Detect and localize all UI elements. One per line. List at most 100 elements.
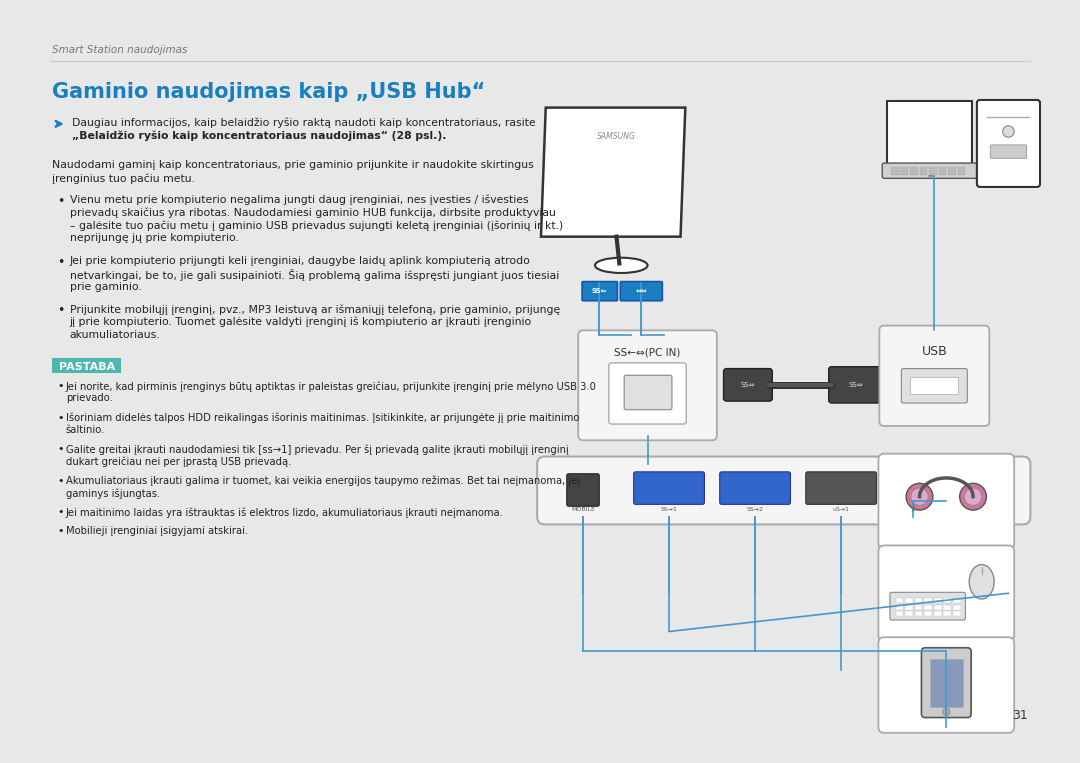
- Text: SS→1: SS→1: [661, 507, 677, 512]
- Bar: [901, 172, 908, 175]
- Text: prievadų skaičius yra ribotas. Naudodamiesi gaminio HUB funkcija, dirbsite produ: prievadų skaičius yra ribotas. Naudodami…: [69, 208, 555, 218]
- Bar: [953, 598, 960, 603]
- Text: – galėsite tuo pačiu metu į gaminio USB prievadus sujungti keletą įrenginiai (įš: – galėsite tuo pačiu metu į gaminio USB …: [69, 221, 563, 231]
- Text: gaminys išjungtas.: gaminys išjungtas.: [66, 488, 160, 498]
- Bar: [901, 167, 908, 169]
- FancyBboxPatch shape: [620, 282, 662, 301]
- FancyBboxPatch shape: [977, 100, 1040, 187]
- FancyBboxPatch shape: [578, 330, 717, 440]
- FancyBboxPatch shape: [806, 472, 877, 504]
- FancyBboxPatch shape: [624, 375, 672, 410]
- Text: SS→2: SS→2: [746, 507, 764, 512]
- FancyBboxPatch shape: [878, 454, 1014, 549]
- Text: Akumuliatoriaus įkrauti galima ir tuomet, kai veikia energijos taupymo režimas. : Akumuliatoriaus įkrauti galima ir tuomet…: [66, 475, 580, 486]
- Bar: [891, 169, 899, 172]
- Circle shape: [943, 708, 950, 716]
- Bar: [948, 169, 956, 172]
- Bar: [901, 169, 908, 172]
- Bar: [958, 172, 966, 175]
- Text: „Belaidžio ryšio kaip koncentratoriaus naudojimas“ (28 psl.).: „Belaidžio ryšio kaip koncentratoriaus n…: [71, 130, 446, 141]
- Bar: [939, 167, 946, 169]
- Text: Jei maitinimo laidas yra ištrauktas iš elektros lizdo, akumuliatoriaus įkrauti n: Jei maitinimo laidas yra ištrauktas iš e…: [66, 507, 503, 518]
- FancyBboxPatch shape: [567, 474, 599, 507]
- Bar: [934, 605, 942, 610]
- Text: 31: 31: [1012, 710, 1027, 723]
- Bar: [910, 167, 918, 169]
- Text: •: •: [57, 256, 65, 269]
- Circle shape: [901, 476, 926, 501]
- Circle shape: [964, 488, 982, 505]
- Text: šaltinio.: šaltinio.: [66, 425, 105, 435]
- Text: •: •: [57, 381, 64, 391]
- Bar: [944, 605, 951, 610]
- Text: ⇔⇔: ⇔⇔: [635, 288, 647, 295]
- Text: SS←⇔(PC IN): SS←⇔(PC IN): [615, 347, 680, 357]
- FancyBboxPatch shape: [878, 546, 1014, 641]
- Circle shape: [1002, 126, 1014, 137]
- FancyBboxPatch shape: [910, 377, 958, 394]
- Text: uS→1: uS→1: [833, 507, 850, 512]
- Bar: [905, 598, 913, 603]
- Bar: [915, 611, 922, 617]
- Text: •: •: [57, 304, 65, 317]
- Text: Smart Station naudojimas: Smart Station naudojimas: [53, 46, 188, 56]
- Bar: [929, 172, 936, 175]
- Text: •: •: [57, 507, 64, 517]
- Bar: [958, 167, 966, 169]
- FancyBboxPatch shape: [921, 648, 971, 717]
- FancyBboxPatch shape: [53, 358, 121, 373]
- Text: Daugiau informacijos, kaip belaidžio ryšio raktą naudoti kaip koncentratoriaus, : Daugiau informacijos, kaip belaidžio ryš…: [71, 118, 536, 127]
- Ellipse shape: [969, 565, 994, 599]
- Text: akumuliatoriaus.: akumuliatoriaus.: [69, 330, 160, 340]
- FancyBboxPatch shape: [930, 659, 962, 707]
- FancyBboxPatch shape: [878, 637, 1014, 732]
- FancyBboxPatch shape: [990, 145, 1027, 158]
- FancyBboxPatch shape: [719, 472, 791, 504]
- Bar: [891, 172, 899, 175]
- Text: Gaminio naudojimas kaip „USB Hub“: Gaminio naudojimas kaip „USB Hub“: [53, 82, 486, 101]
- Text: PASTABA: PASTABA: [58, 362, 114, 372]
- Bar: [939, 172, 946, 175]
- Text: Jei norite, kad pirminis įrenginys būtų aptiktas ir paleistas greičiau, prijunki: Jei norite, kad pirminis įrenginys būtų …: [66, 381, 596, 391]
- Text: Jei prie kompiuterio prijungti keli įrenginiai, daugybe laidų aplink kompiuterią: Jei prie kompiuterio prijungti keli įren…: [69, 256, 530, 266]
- Bar: [939, 169, 946, 172]
- Text: Naudodami gaminį kaip koncentratoriaus, prie gaminio prijunkite ir naudokite ski: Naudodami gaminį kaip koncentratoriaus, …: [53, 160, 535, 170]
- Text: Vienu metu prie kompiuterio negalima jungti daug įrenginiai, nes įvesties / išve: Vienu metu prie kompiuterio negalima jun…: [69, 195, 528, 205]
- Text: SAMSUNG: SAMSUNG: [597, 131, 636, 140]
- Bar: [953, 605, 960, 610]
- Text: Prijunkite mobilųjį įrenginį, pvz., MP3 leistuvą ar išmaniųjį telefoną, prie gam: Prijunkite mobilųjį įrenginį, pvz., MP3 …: [69, 304, 559, 314]
- Text: SS⇔: SS⇔: [740, 382, 755, 388]
- Bar: [953, 611, 960, 617]
- FancyBboxPatch shape: [882, 163, 977, 179]
- Bar: [948, 172, 956, 175]
- Bar: [891, 167, 899, 169]
- FancyBboxPatch shape: [609, 363, 686, 424]
- Circle shape: [910, 488, 928, 505]
- Text: Galite greitai įkrauti naudodamiesi tik [ss→1] prievadu. Per šį prievadą galite : Galite greitai įkrauti naudodamiesi tik …: [66, 444, 568, 455]
- Bar: [924, 598, 932, 603]
- Circle shape: [906, 483, 933, 510]
- Text: prie gaminio.: prie gaminio.: [69, 282, 141, 291]
- Bar: [944, 611, 951, 617]
- Bar: [924, 605, 932, 610]
- Text: dukart greičiau nei per įprastą USB prievadą.: dukart greičiau nei per įprastą USB prie…: [66, 456, 292, 467]
- FancyBboxPatch shape: [879, 326, 989, 426]
- Bar: [934, 598, 942, 603]
- Bar: [919, 167, 927, 169]
- Bar: [934, 611, 942, 617]
- FancyBboxPatch shape: [724, 369, 772, 401]
- Bar: [929, 169, 936, 172]
- Text: •: •: [57, 475, 64, 486]
- Bar: [895, 605, 903, 610]
- FancyBboxPatch shape: [537, 456, 1030, 524]
- Bar: [905, 605, 913, 610]
- Bar: [929, 167, 936, 169]
- FancyBboxPatch shape: [634, 472, 704, 504]
- Text: SS⇐: SS⇐: [592, 288, 607, 295]
- Bar: [905, 611, 913, 617]
- Text: Mobilieji įrenginiai įsigyjami atskirai.: Mobilieji įrenginiai įsigyjami atskirai.: [66, 526, 248, 536]
- Text: jį prie kompiuterio. Tuomet galėsite valdyti įrenginį iš kompiuterio ar įkrauti : jį prie kompiuterio. Tuomet galėsite val…: [69, 317, 531, 327]
- Text: USB: USB: [921, 345, 947, 358]
- Bar: [919, 169, 927, 172]
- Bar: [924, 611, 932, 617]
